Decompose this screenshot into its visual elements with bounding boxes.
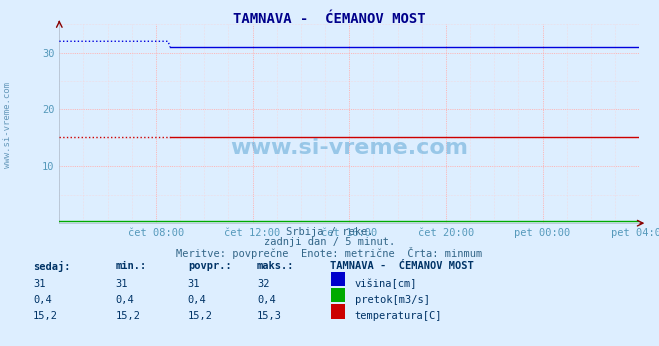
Text: 0,4: 0,4 xyxy=(257,295,275,305)
Text: Srbija / reke.: Srbija / reke. xyxy=(286,227,373,237)
Text: višina[cm]: višina[cm] xyxy=(355,279,417,289)
Text: 0,4: 0,4 xyxy=(33,295,51,305)
Text: 0,4: 0,4 xyxy=(115,295,134,305)
Text: zadnji dan / 5 minut.: zadnji dan / 5 minut. xyxy=(264,237,395,247)
Text: Meritve: povprečne  Enote: metrične  Črta: minmum: Meritve: povprečne Enote: metrične Črta:… xyxy=(177,247,482,260)
Text: 15,2: 15,2 xyxy=(188,311,213,321)
Text: 31: 31 xyxy=(33,279,45,289)
Text: 15,3: 15,3 xyxy=(257,311,282,321)
Text: www.si-vreme.com: www.si-vreme.com xyxy=(230,138,469,157)
Text: 32: 32 xyxy=(257,279,270,289)
Text: povpr.:: povpr.: xyxy=(188,261,231,271)
Text: TAMNAVA -  ĆEMANOV MOST: TAMNAVA - ĆEMANOV MOST xyxy=(233,12,426,26)
Text: 0,4: 0,4 xyxy=(188,295,206,305)
Text: 31: 31 xyxy=(115,279,128,289)
Text: min.:: min.: xyxy=(115,261,146,271)
Text: temperatura[C]: temperatura[C] xyxy=(355,311,442,321)
Text: 15,2: 15,2 xyxy=(33,311,58,321)
Text: TAMNAVA -  ĆEMANOV MOST: TAMNAVA - ĆEMANOV MOST xyxy=(330,261,473,271)
Text: maks.:: maks.: xyxy=(257,261,295,271)
Text: 31: 31 xyxy=(188,279,200,289)
Text: sedaj:: sedaj: xyxy=(33,261,71,272)
Text: pretok[m3/s]: pretok[m3/s] xyxy=(355,295,430,305)
Text: 15,2: 15,2 xyxy=(115,311,140,321)
Text: www.si-vreme.com: www.si-vreme.com xyxy=(3,82,13,167)
